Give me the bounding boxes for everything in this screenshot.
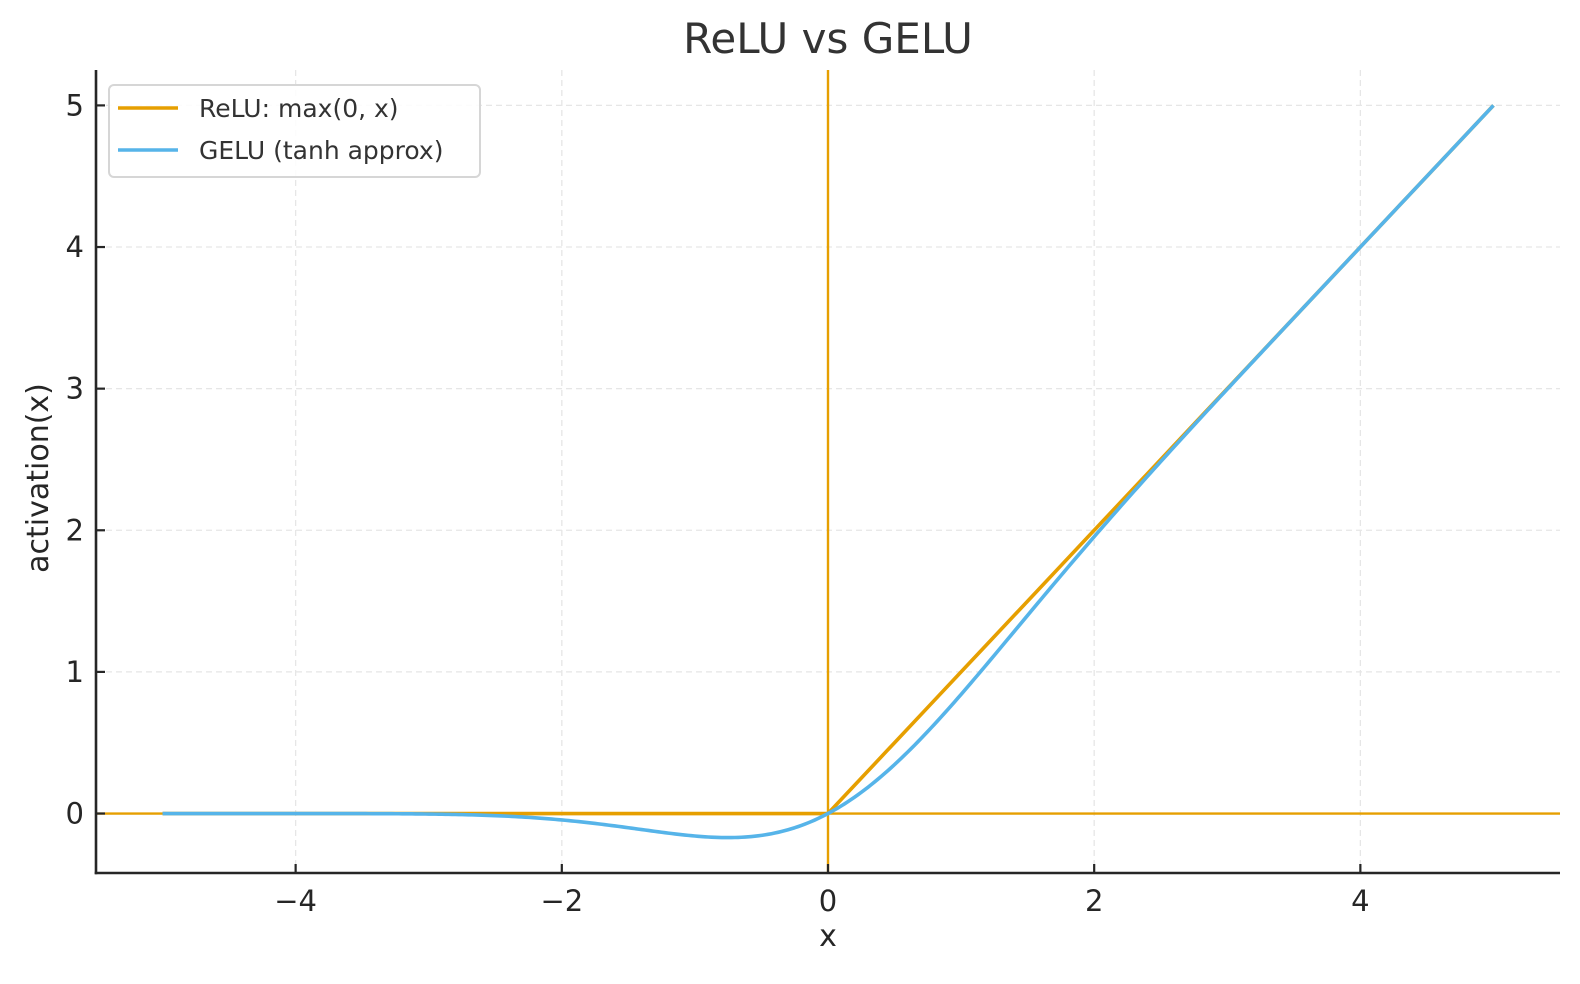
x-tick-label: 0 <box>819 884 837 918</box>
y-tick-label: 0 <box>66 797 84 831</box>
legend-box <box>108 84 481 178</box>
legend-label-gelu: GELU (tanh approx) <box>199 136 443 165</box>
y-tick-label: 5 <box>66 88 84 122</box>
chart-title: ReLU vs GELU <box>683 14 973 63</box>
y-tick-label: 1 <box>66 655 84 689</box>
ticks: −4 −2 0 2 4 0 1 2 3 4 5 <box>66 88 1370 918</box>
y-tick-label: 3 <box>66 372 84 406</box>
y-tick-label: 2 <box>66 513 84 547</box>
reference-lines <box>96 70 1560 873</box>
y-axis-label: activation(x) <box>21 383 56 573</box>
x-axis-label: x <box>819 919 837 954</box>
x-tick-label: −2 <box>540 884 583 918</box>
legend: ReLU: max(0, x) GELU (tanh approx) <box>108 84 481 178</box>
series-line-gelu <box>162 104 1495 840</box>
x-tick-label: −4 <box>274 884 317 918</box>
x-tick-label: 4 <box>1351 884 1369 918</box>
x-tick-label: 2 <box>1085 884 1103 918</box>
legend-label-relu: ReLU: max(0, x) <box>199 94 399 123</box>
plot-series <box>162 104 1495 840</box>
y-tick-label: 4 <box>66 230 84 264</box>
